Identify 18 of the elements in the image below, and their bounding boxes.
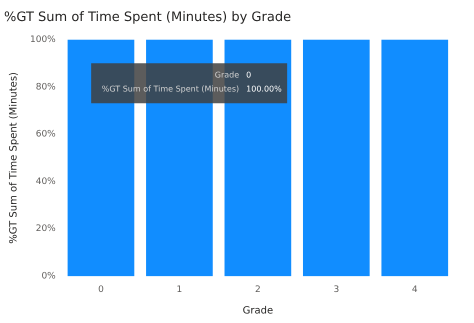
annotation: 100.00% [246, 84, 282, 94]
annotation: %GT Sum of Time Spent (Minutes) [102, 84, 240, 94]
y-tick-label: 100% [30, 34, 56, 45]
y-tick-label: 80% [36, 82, 56, 92]
y-tick-label: 40% [36, 176, 56, 187]
annotation: Grade [214, 70, 240, 80]
chart-title: %GT Sum of Time Spent (Minutes) by Grade [4, 10, 292, 26]
x-tick-label: 4 [412, 284, 418, 295]
x-tick-label: 1 [176, 284, 182, 295]
x-axis-title: Grade [242, 306, 274, 317]
annotation: 0 [246, 70, 252, 80]
y-tick-label: 20% [36, 224, 56, 234]
x-tick-label: 2 [255, 284, 261, 295]
y-axis-title: %GT Sum of Time Spent (Minutes) [8, 72, 20, 244]
x-tick-label: 0 [98, 284, 104, 295]
y-tick-label: 60% [36, 130, 56, 140]
x-tick-label: 3 [333, 284, 340, 295]
y-tick-label: 0% [41, 272, 56, 282]
